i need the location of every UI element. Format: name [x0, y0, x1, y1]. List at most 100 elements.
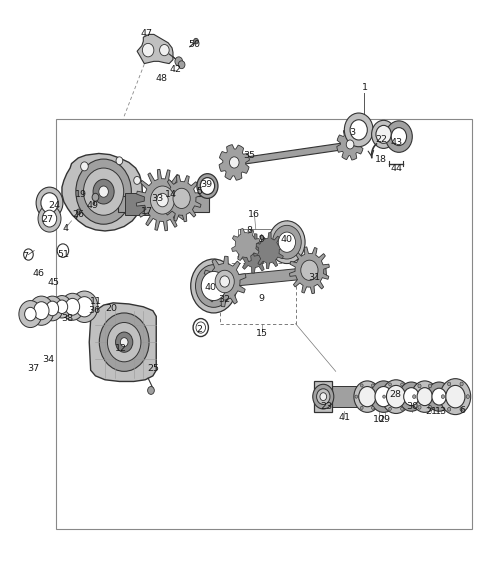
Circle shape	[41, 193, 58, 213]
Text: 9: 9	[259, 294, 264, 303]
Text: 40: 40	[281, 235, 293, 244]
Circle shape	[76, 297, 93, 317]
Circle shape	[376, 126, 391, 144]
Text: 15: 15	[255, 329, 267, 338]
Circle shape	[417, 388, 432, 405]
Circle shape	[382, 380, 410, 413]
Polygon shape	[89, 303, 156, 382]
Text: 20: 20	[106, 304, 118, 313]
Circle shape	[460, 408, 463, 411]
Text: 22: 22	[376, 136, 388, 145]
Circle shape	[346, 140, 354, 149]
Circle shape	[29, 296, 54, 325]
Circle shape	[76, 209, 81, 215]
Bar	[220, 263, 296, 324]
Circle shape	[19, 301, 42, 328]
Bar	[314, 381, 332, 412]
Polygon shape	[224, 266, 326, 287]
Circle shape	[413, 395, 416, 399]
Text: 23: 23	[320, 401, 332, 410]
Circle shape	[197, 173, 218, 198]
Circle shape	[273, 225, 301, 259]
Text: 5: 5	[196, 187, 202, 196]
Text: 45: 45	[48, 278, 60, 287]
Circle shape	[52, 296, 72, 318]
Text: 33: 33	[152, 194, 164, 203]
Circle shape	[81, 162, 88, 171]
Text: 36: 36	[88, 306, 100, 315]
Circle shape	[360, 384, 363, 387]
Text: 8: 8	[247, 226, 252, 235]
Circle shape	[65, 298, 80, 315]
Polygon shape	[253, 233, 284, 269]
Circle shape	[401, 407, 403, 410]
Circle shape	[191, 259, 237, 313]
Circle shape	[407, 395, 409, 398]
Polygon shape	[289, 247, 329, 294]
Circle shape	[200, 177, 215, 194]
Polygon shape	[62, 154, 143, 231]
Circle shape	[432, 388, 446, 405]
Circle shape	[148, 387, 155, 395]
Text: 49: 49	[86, 201, 98, 210]
Circle shape	[391, 128, 407, 146]
Circle shape	[193, 38, 198, 44]
Circle shape	[195, 265, 232, 307]
Polygon shape	[219, 145, 250, 180]
Circle shape	[320, 393, 326, 400]
Polygon shape	[137, 34, 173, 64]
Circle shape	[429, 405, 432, 409]
Circle shape	[359, 387, 376, 406]
Circle shape	[159, 44, 169, 56]
Polygon shape	[224, 141, 360, 167]
Circle shape	[354, 381, 381, 412]
Polygon shape	[232, 229, 260, 262]
Polygon shape	[118, 196, 209, 212]
Circle shape	[386, 386, 406, 408]
Circle shape	[372, 120, 396, 149]
Polygon shape	[332, 386, 364, 407]
Circle shape	[151, 186, 174, 214]
Circle shape	[355, 395, 358, 398]
Text: 44: 44	[391, 164, 403, 172]
Circle shape	[399, 382, 424, 411]
Text: 42: 42	[169, 65, 181, 74]
Text: 46: 46	[32, 269, 44, 278]
Circle shape	[108, 323, 141, 362]
Circle shape	[99, 186, 108, 197]
Text: 30: 30	[406, 401, 419, 410]
Text: 32: 32	[218, 295, 231, 304]
Text: 43: 43	[391, 138, 403, 147]
Circle shape	[201, 271, 226, 301]
Circle shape	[377, 395, 380, 398]
Text: 31: 31	[309, 272, 321, 282]
Circle shape	[360, 406, 363, 409]
Text: 48: 48	[155, 74, 167, 83]
Text: 50: 50	[189, 40, 201, 49]
Circle shape	[447, 382, 451, 386]
Circle shape	[99, 313, 149, 372]
Circle shape	[116, 157, 123, 165]
Text: 7: 7	[23, 252, 29, 261]
Text: 27: 27	[42, 215, 54, 224]
Text: 51: 51	[57, 250, 69, 259]
Text: 21: 21	[425, 407, 437, 416]
Circle shape	[317, 389, 330, 404]
Text: 28: 28	[390, 391, 402, 399]
Circle shape	[157, 193, 168, 207]
Circle shape	[61, 293, 84, 320]
Circle shape	[411, 381, 438, 412]
Circle shape	[46, 301, 59, 316]
Polygon shape	[204, 256, 246, 307]
Text: 9: 9	[259, 235, 264, 244]
Circle shape	[116, 332, 133, 352]
Circle shape	[34, 302, 49, 320]
Circle shape	[38, 205, 61, 232]
Circle shape	[350, 120, 367, 140]
Circle shape	[269, 221, 305, 263]
Text: 11: 11	[89, 297, 101, 306]
Circle shape	[42, 296, 63, 321]
Circle shape	[178, 61, 185, 69]
Bar	[56, 119, 472, 529]
Circle shape	[56, 300, 68, 314]
